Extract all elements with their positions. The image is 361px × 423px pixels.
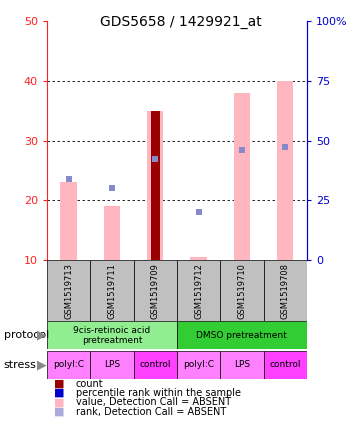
Bar [60, 182, 77, 260]
Text: LPS: LPS [234, 360, 250, 369]
Text: control: control [269, 360, 301, 369]
Bar [264, 351, 307, 379]
Text: rank, Detection Call = ABSENT: rank, Detection Call = ABSENT [76, 407, 226, 417]
Bar [90, 351, 134, 379]
Text: ■: ■ [54, 379, 65, 389]
Bar [47, 321, 177, 349]
Text: LPS: LPS [104, 360, 120, 369]
Bar [151, 111, 160, 260]
Text: DMSO pretreatment: DMSO pretreatment [196, 331, 287, 340]
Text: ■: ■ [54, 388, 65, 398]
Bar [234, 93, 250, 260]
Bar [134, 351, 177, 379]
Bar [147, 111, 164, 260]
Bar [264, 260, 307, 321]
Bar [47, 351, 90, 379]
Text: GDS5658 / 1429921_at: GDS5658 / 1429921_at [100, 15, 261, 29]
Text: GSM1519708: GSM1519708 [281, 263, 290, 319]
Text: ■: ■ [54, 397, 65, 407]
Text: ■: ■ [54, 407, 65, 417]
Text: ▶: ▶ [37, 358, 46, 371]
Bar [47, 260, 90, 321]
Bar [177, 321, 307, 349]
Text: polyI:C: polyI:C [183, 360, 214, 369]
Bar [177, 351, 220, 379]
Text: GSM1519711: GSM1519711 [108, 263, 116, 319]
Bar [220, 260, 264, 321]
Text: control: control [139, 360, 171, 369]
Bar [134, 260, 177, 321]
Bar [177, 260, 220, 321]
Bar [220, 351, 264, 379]
Text: count: count [76, 379, 104, 389]
Text: 9cis-retinoic acid
pretreatment: 9cis-retinoic acid pretreatment [73, 326, 151, 345]
Text: value, Detection Call = ABSENT: value, Detection Call = ABSENT [76, 397, 231, 407]
Text: GSM1519712: GSM1519712 [194, 263, 203, 319]
Bar [104, 206, 120, 260]
Bar [90, 260, 134, 321]
Text: polyI:C: polyI:C [53, 360, 84, 369]
Text: stress: stress [4, 360, 36, 370]
Text: GSM1519713: GSM1519713 [64, 263, 73, 319]
Text: protocol: protocol [4, 330, 49, 340]
Text: percentile rank within the sample: percentile rank within the sample [76, 388, 241, 398]
Text: GSM1519710: GSM1519710 [238, 263, 246, 319]
Text: GSM1519709: GSM1519709 [151, 263, 160, 319]
Text: ▶: ▶ [37, 329, 46, 342]
Bar [190, 257, 207, 260]
Bar [277, 81, 293, 260]
